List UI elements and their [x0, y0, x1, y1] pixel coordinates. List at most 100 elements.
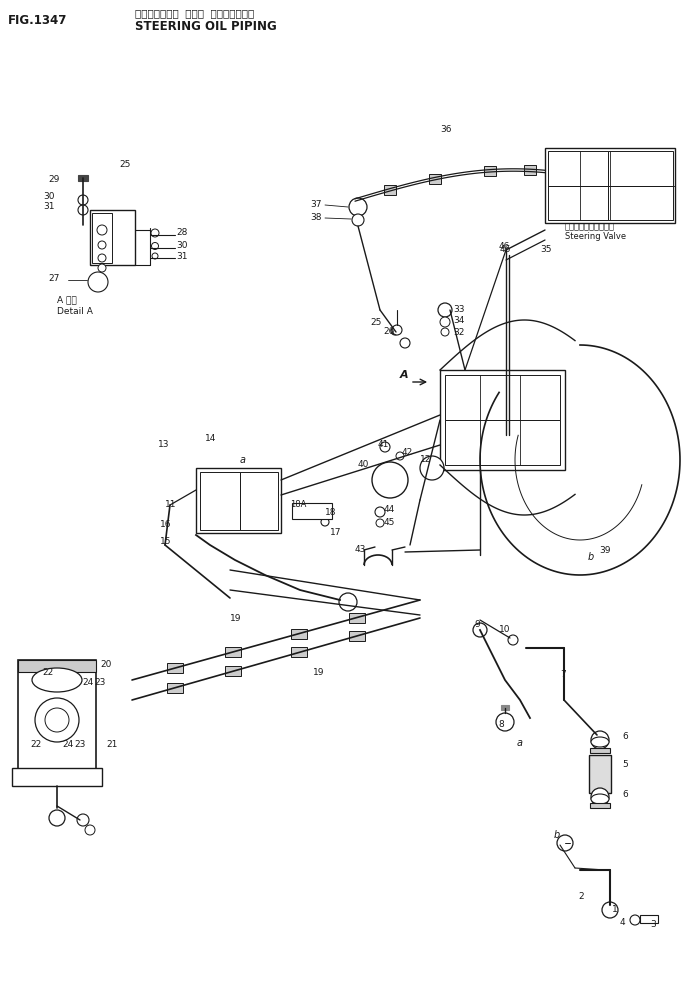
Text: STEERING OIL PIPING: STEERING OIL PIPING [135, 20, 277, 33]
Text: 23: 23 [94, 678, 105, 687]
Text: 25: 25 [119, 160, 130, 169]
Text: 9: 9 [474, 620, 480, 629]
Circle shape [508, 635, 518, 645]
Text: 22: 22 [30, 740, 41, 749]
Text: A 詳細: A 詳細 [57, 295, 77, 304]
Text: 42: 42 [402, 448, 413, 457]
Circle shape [392, 325, 402, 335]
Bar [92, 213, 112, 263]
Text: 18: 18 [325, 508, 336, 517]
Bar [445, 375, 560, 420]
Bar [608, 186, 673, 220]
Bar [590, 748, 610, 753]
Circle shape [152, 253, 158, 259]
Bar [548, 151, 608, 186]
Circle shape [375, 507, 385, 517]
Text: 32: 32 [453, 328, 464, 337]
Bar [90, 210, 135, 265]
Text: 13: 13 [158, 440, 169, 449]
Text: 19: 19 [230, 614, 242, 623]
Bar [225, 647, 241, 657]
Ellipse shape [591, 794, 609, 804]
Bar [240, 472, 278, 530]
Text: 28: 28 [176, 228, 188, 237]
Text: 27: 27 [48, 274, 60, 283]
Text: 19: 19 [313, 668, 325, 677]
Bar [590, 803, 610, 808]
Circle shape [85, 825, 95, 835]
Circle shape [77, 814, 89, 826]
Text: 25: 25 [370, 318, 382, 327]
Text: 7: 7 [560, 670, 566, 679]
Text: 41: 41 [378, 440, 389, 449]
Circle shape [151, 242, 158, 250]
Bar [225, 666, 241, 676]
Text: 21: 21 [106, 740, 117, 749]
Text: 36: 36 [440, 125, 451, 134]
Text: 4: 4 [620, 918, 625, 927]
Bar [589, 755, 611, 793]
Circle shape [400, 338, 410, 348]
Circle shape [630, 915, 640, 925]
Circle shape [97, 225, 107, 235]
Bar [200, 472, 240, 530]
Circle shape [440, 317, 450, 327]
Circle shape [376, 519, 384, 527]
Text: ステアリングバルブ: ステアリングバルブ [565, 222, 615, 231]
Bar [167, 663, 183, 673]
Text: 6: 6 [622, 790, 627, 799]
Circle shape [49, 810, 65, 826]
Text: 45: 45 [384, 518, 395, 527]
Bar [349, 613, 364, 623]
Bar [78, 175, 88, 181]
Circle shape [35, 698, 79, 742]
Circle shape [98, 264, 106, 272]
Bar [196, 468, 281, 533]
Text: b: b [554, 830, 560, 840]
Circle shape [372, 462, 408, 498]
Bar [12, 768, 102, 786]
Text: 35: 35 [540, 245, 551, 254]
Text: 24: 24 [62, 740, 73, 749]
Text: 38: 38 [310, 213, 321, 222]
Text: b: b [588, 552, 595, 562]
Circle shape [441, 328, 449, 336]
Text: 30: 30 [176, 241, 188, 250]
Circle shape [396, 452, 404, 460]
Text: 31: 31 [176, 252, 188, 261]
Text: 31: 31 [43, 202, 55, 211]
Circle shape [98, 241, 106, 249]
Text: 22: 22 [42, 668, 53, 677]
Text: A: A [400, 370, 409, 380]
Text: 43: 43 [355, 545, 366, 554]
Text: a: a [517, 738, 523, 748]
Bar [524, 165, 536, 175]
Circle shape [78, 205, 88, 215]
Text: 29: 29 [48, 175, 60, 184]
Text: 20: 20 [100, 660, 112, 669]
Text: 30: 30 [43, 192, 55, 201]
Text: Detail A: Detail A [57, 307, 93, 316]
Bar [440, 370, 565, 470]
Ellipse shape [591, 737, 609, 747]
Text: 33: 33 [453, 305, 464, 314]
Ellipse shape [32, 668, 82, 692]
Text: 5: 5 [622, 760, 627, 769]
Bar [291, 629, 307, 639]
Text: 37: 37 [310, 200, 321, 209]
Text: 26: 26 [383, 327, 395, 336]
Circle shape [557, 835, 573, 851]
Text: 17: 17 [330, 528, 342, 537]
Bar [501, 705, 509, 710]
Circle shape [438, 303, 452, 317]
Circle shape [88, 272, 108, 292]
Text: 15: 15 [160, 537, 171, 546]
Circle shape [151, 229, 159, 237]
Bar [291, 647, 307, 657]
Text: 24: 24 [82, 678, 93, 687]
Circle shape [98, 254, 106, 262]
Text: 46: 46 [500, 245, 512, 254]
Text: ステアリング゚  オイル  バイピング゚: ステアリング゚ オイル バイピング゚ [135, 8, 254, 18]
Text: 34: 34 [453, 316, 464, 325]
Circle shape [473, 623, 487, 637]
